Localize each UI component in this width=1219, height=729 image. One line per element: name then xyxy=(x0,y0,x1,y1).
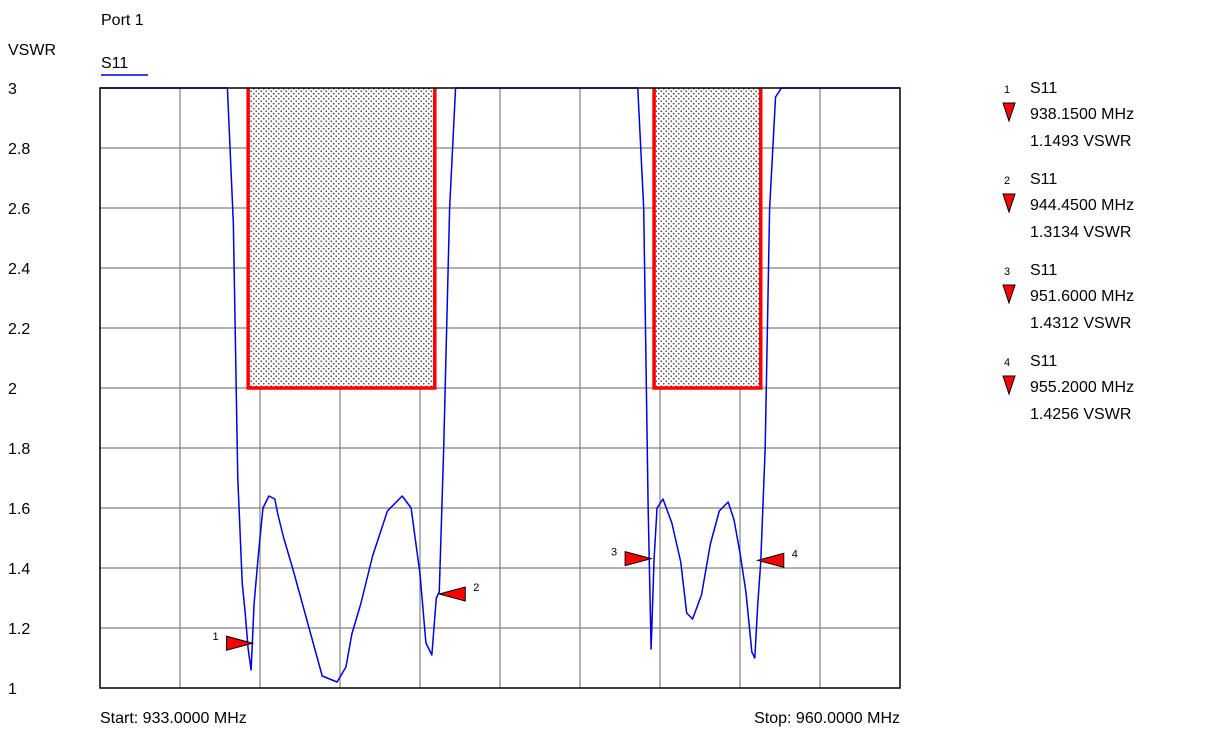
legend-trace-name: S11 xyxy=(1030,262,1057,279)
marker-legend: 1 S11 938.1500 MHz 1.1493 VSWR 2 S11 944.4500 … xyxy=(1002,80,1134,423)
legend-marker-value: 1.3134 VSWR xyxy=(1030,224,1131,241)
limit-mask-fill xyxy=(654,88,761,388)
marker-3-triangle[interactable] xyxy=(624,550,654,567)
grid xyxy=(100,88,900,688)
y-tick-labels: 1 1.2 1.4 1.6 1.8 2 2.2 2.4 2.6 2.8 3 xyxy=(8,81,30,698)
stop-frequency-label: Stop: 960.0000 MHz xyxy=(754,710,900,727)
legend-marker-index: 2 xyxy=(1004,175,1010,187)
legend-marker-index: 1 xyxy=(1004,84,1010,96)
y-unit-label: VSWR xyxy=(8,42,56,59)
limit-mask-fill xyxy=(248,88,435,388)
y-tick-label: 2.8 xyxy=(8,141,30,158)
legend-marker-index: 4 xyxy=(1004,357,1010,369)
y-tick-label: 1.4 xyxy=(8,561,30,578)
legend-marker-value: 1.4256 VSWR xyxy=(1030,406,1131,423)
legend-marker-frequency: 955.2000 MHz xyxy=(1030,379,1134,396)
legend-trace-name: S11 xyxy=(1030,80,1057,97)
y-tick-label: 1.6 xyxy=(8,501,30,518)
y-tick-label: 2.4 xyxy=(8,261,30,278)
limit-masks xyxy=(246,88,763,390)
trace-legend-label: S11 xyxy=(101,55,128,72)
legend-trace-name: S11 xyxy=(1030,353,1057,370)
legend-marker-value: 1.1493 VSWR xyxy=(1030,133,1131,150)
port-label: Port 1 xyxy=(101,12,144,29)
marker-4-triangle[interactable] xyxy=(755,552,785,568)
legend-marker-index: 3 xyxy=(1004,266,1010,278)
legend-marker-value: 1.4312 VSWR xyxy=(1030,315,1131,332)
marker-3-label: 3 xyxy=(611,547,617,559)
y-tick-label: 2 xyxy=(8,381,17,398)
trace-line-s11 xyxy=(100,87,900,683)
marker-2-label: 2 xyxy=(473,582,479,594)
marker-2-triangle[interactable] xyxy=(437,586,466,602)
legend-marker-icon xyxy=(1002,375,1016,396)
legend-marker-icon xyxy=(1002,193,1016,214)
y-tick-label: 3 xyxy=(8,81,17,98)
y-tick-label: 1.2 xyxy=(8,621,30,638)
y-tick-label: 2.6 xyxy=(8,201,30,218)
y-tick-label: 1.8 xyxy=(8,441,30,458)
markers: 1 2 3 4 xyxy=(212,547,798,651)
plot-frame xyxy=(99,87,901,689)
legend-marker-frequency: 938.1500 MHz xyxy=(1030,106,1134,123)
trace-s11 xyxy=(100,87,900,683)
marker-1-triangle[interactable] xyxy=(226,635,255,651)
start-frequency-label: Start: 933.0000 MHz xyxy=(100,710,247,727)
legend-marker-frequency: 944.4500 MHz xyxy=(1030,197,1134,214)
marker-1-label: 1 xyxy=(212,631,218,643)
legend-marker-icon xyxy=(1002,102,1016,123)
limit-mask-outline xyxy=(246,88,437,390)
y-tick-label: 1 xyxy=(8,681,17,698)
legend-trace-name: S11 xyxy=(1030,171,1057,188)
marker-4-label: 4 xyxy=(792,548,798,560)
y-tick-label: 2.2 xyxy=(8,321,30,338)
legend-marker-frequency: 951.6000 MHz xyxy=(1030,288,1134,305)
limit-mask-outline xyxy=(652,88,763,390)
legend-marker-icon xyxy=(1002,284,1016,305)
